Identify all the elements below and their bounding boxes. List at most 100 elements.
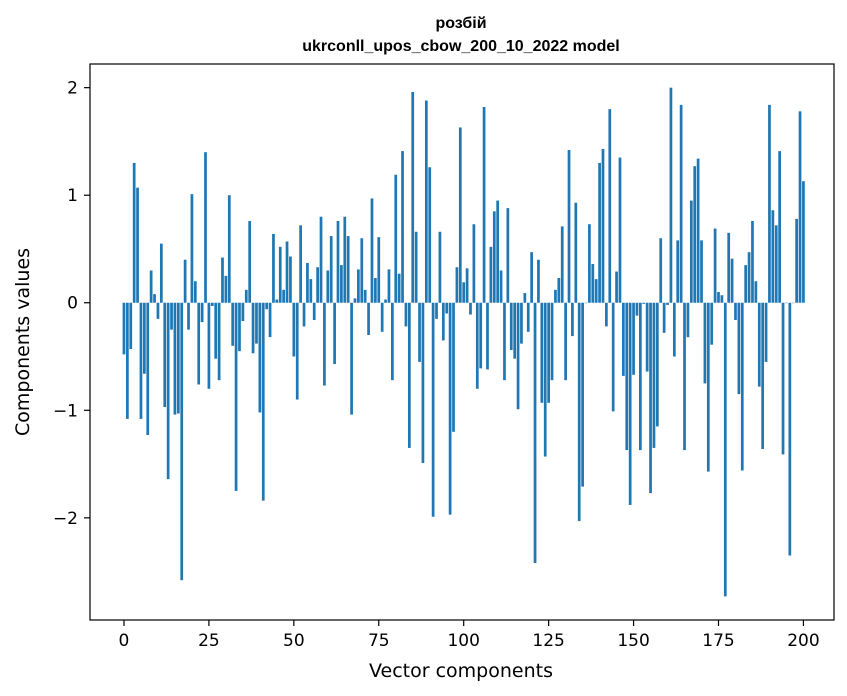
bar-67 bbox=[350, 302, 353, 415]
bar-99 bbox=[458, 127, 462, 303]
bar-61 bbox=[329, 236, 333, 303]
bar-73 bbox=[370, 198, 374, 303]
bar-12 bbox=[163, 302, 167, 408]
bar-89 bbox=[424, 100, 428, 303]
bar-95 bbox=[445, 302, 449, 314]
bar-190 bbox=[768, 104, 771, 303]
x-axis-label: Vector components bbox=[369, 660, 553, 682]
bar-134 bbox=[577, 302, 581, 522]
bar-88 bbox=[421, 302, 425, 463]
bar-138 bbox=[591, 264, 595, 303]
bar-94 bbox=[441, 302, 445, 341]
bar-120 bbox=[530, 252, 533, 303]
bar-98 bbox=[455, 267, 459, 303]
bar-9 bbox=[153, 294, 156, 303]
bar-19 bbox=[187, 302, 190, 330]
bar-131 bbox=[567, 150, 571, 303]
bar-68 bbox=[353, 298, 357, 303]
bar-159 bbox=[662, 302, 666, 333]
bar-34 bbox=[238, 302, 241, 352]
bar-160 bbox=[666, 302, 669, 305]
bar-3 bbox=[132, 162, 136, 303]
bar-161 bbox=[669, 87, 673, 303]
bar-101 bbox=[465, 268, 469, 303]
bar-141 bbox=[601, 148, 605, 303]
bar-5 bbox=[139, 302, 143, 419]
bar-173 bbox=[710, 302, 714, 345]
chart-title-line-2: ukrconll_upos_cbow_200_10_2022 model bbox=[302, 38, 619, 55]
bar-50 bbox=[292, 302, 296, 357]
bar-10 bbox=[156, 302, 160, 319]
bar-83 bbox=[404, 302, 408, 327]
bar-127 bbox=[554, 289, 557, 303]
bar-42 bbox=[265, 302, 269, 310]
bar-66 bbox=[346, 236, 350, 303]
bar-96 bbox=[448, 302, 452, 515]
bar-2 bbox=[129, 302, 133, 349]
bar-133 bbox=[574, 202, 578, 303]
bar-168 bbox=[693, 166, 697, 303]
bar-175 bbox=[717, 291, 720, 303]
bar-155 bbox=[649, 302, 652, 494]
bar-102 bbox=[469, 302, 472, 315]
bar-35 bbox=[241, 302, 245, 322]
bar-97 bbox=[452, 302, 455, 432]
bar-174 bbox=[713, 228, 717, 303]
bar-87 bbox=[418, 302, 421, 362]
bar-78 bbox=[387, 269, 391, 303]
bar-105 bbox=[479, 302, 483, 369]
bar-28 bbox=[217, 302, 221, 381]
bar-143 bbox=[608, 109, 612, 303]
bar-167 bbox=[689, 200, 693, 303]
x-tick-label-7: 175 bbox=[702, 631, 734, 651]
bar-72 bbox=[367, 302, 370, 336]
bar-25 bbox=[207, 302, 211, 389]
bar-76 bbox=[380, 302, 384, 332]
bar-92 bbox=[435, 302, 438, 319]
bar-18 bbox=[183, 259, 187, 303]
bar-1 bbox=[126, 302, 129, 419]
bar-126 bbox=[550, 302, 554, 381]
bar-117 bbox=[520, 302, 523, 344]
bar-51 bbox=[295, 302, 299, 400]
bar-106 bbox=[482, 107, 486, 303]
bar-139 bbox=[594, 279, 598, 303]
bar-188 bbox=[761, 302, 765, 450]
bar-151 bbox=[635, 302, 639, 316]
bar-41 bbox=[261, 302, 265, 501]
bar-149 bbox=[628, 302, 632, 505]
y-tick-label-0: −2 bbox=[53, 509, 78, 529]
bar-13 bbox=[166, 302, 170, 480]
bar-107 bbox=[486, 302, 489, 370]
bar-165 bbox=[683, 302, 686, 451]
bar-70 bbox=[360, 238, 364, 303]
bar-4 bbox=[136, 187, 139, 303]
bar-180 bbox=[734, 302, 737, 320]
bar-52 bbox=[299, 225, 302, 303]
bar-199 bbox=[798, 111, 802, 303]
bar-177 bbox=[723, 302, 727, 597]
bar-194 bbox=[781, 302, 785, 455]
bar-118 bbox=[523, 293, 527, 303]
bar-33 bbox=[234, 302, 238, 491]
y-tick-label-1: −1 bbox=[53, 401, 78, 421]
bar-47 bbox=[282, 289, 285, 303]
bar-90 bbox=[428, 167, 432, 303]
bar-16 bbox=[176, 302, 180, 414]
bar-91 bbox=[431, 302, 435, 517]
x-tick-label-3: 75 bbox=[368, 631, 390, 651]
bar-54 bbox=[306, 262, 309, 303]
bar-32 bbox=[231, 302, 235, 346]
bar-148 bbox=[625, 302, 629, 451]
bar-69 bbox=[357, 269, 360, 303]
bar-85 bbox=[411, 91, 415, 303]
bar-56 bbox=[312, 302, 316, 320]
bar-110 bbox=[496, 200, 500, 303]
bar-145 bbox=[615, 271, 618, 303]
bar-135 bbox=[581, 302, 584, 487]
bar-6 bbox=[143, 302, 146, 374]
bar-53 bbox=[302, 302, 306, 327]
bar-129 bbox=[560, 226, 564, 303]
bar-115 bbox=[513, 302, 517, 359]
